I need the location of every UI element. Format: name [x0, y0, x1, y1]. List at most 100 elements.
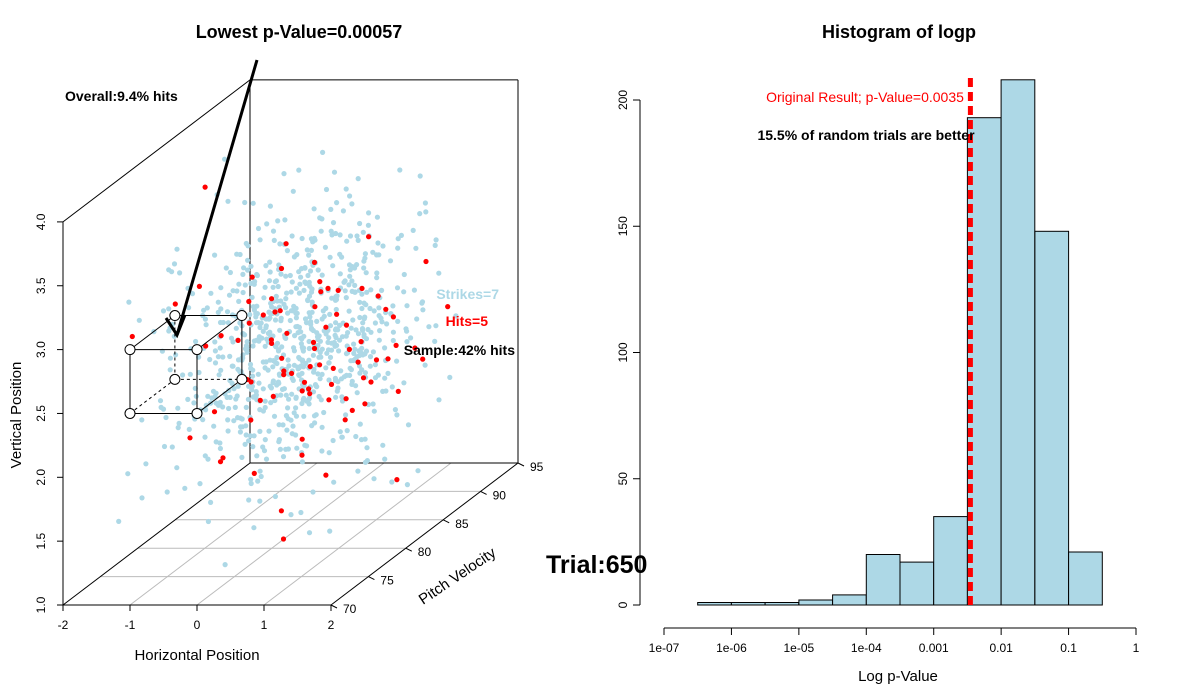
strike-point — [227, 353, 233, 359]
strike-point — [347, 233, 354, 239]
strike-point — [361, 316, 367, 322]
strike-point — [242, 332, 248, 338]
hit-point — [187, 435, 193, 441]
strike-point — [250, 373, 256, 379]
z-tick — [405, 547, 413, 552]
strike-point — [310, 352, 316, 358]
strike-point — [268, 311, 274, 317]
strike-point — [284, 427, 290, 433]
strike-point — [277, 446, 283, 452]
hit-point — [358, 339, 364, 345]
strike-point — [257, 498, 263, 504]
strike-point — [301, 413, 307, 419]
strike-point — [174, 246, 180, 252]
strike-point — [164, 489, 170, 495]
strike-point — [215, 309, 221, 315]
strike-point — [347, 193, 353, 199]
strike-point — [255, 225, 262, 232]
hit-point — [385, 356, 391, 362]
strike-point — [362, 255, 368, 261]
strike-point — [315, 371, 321, 377]
strike-point — [394, 285, 401, 291]
strike-point — [300, 348, 306, 354]
strike-point — [353, 433, 359, 440]
strike-point — [309, 423, 315, 429]
strike-point — [270, 228, 277, 234]
strike-point — [267, 203, 273, 209]
hit-point — [328, 381, 335, 387]
strike-point — [355, 237, 361, 243]
y-axis-label: Vertical Position — [8, 362, 25, 469]
trial-label: Trial:650 — [546, 551, 647, 579]
strike-point — [297, 281, 303, 287]
cube-vertex — [236, 373, 248, 385]
strike-point — [338, 368, 344, 374]
strike-point — [299, 266, 305, 272]
histogram-bar — [798, 599, 834, 606]
strike-point — [359, 291, 365, 297]
strike-point — [390, 303, 396, 309]
cube-vertex — [236, 310, 248, 322]
hit-point — [325, 285, 331, 291]
strike-point — [333, 320, 339, 326]
strike-point — [360, 320, 366, 326]
hit-point — [246, 320, 252, 326]
strike-point — [334, 200, 340, 206]
strike-point — [337, 232, 343, 238]
strike-point — [337, 322, 343, 328]
strike-point — [332, 332, 338, 338]
strike-point — [417, 173, 423, 179]
strike-point — [433, 237, 439, 243]
strike-point — [235, 383, 241, 389]
hit-point — [299, 452, 305, 458]
strike-point — [364, 445, 370, 451]
strike-point — [349, 201, 355, 207]
strike-point — [223, 265, 229, 271]
x-tick-label: 0 — [194, 618, 201, 632]
strike-point — [273, 293, 279, 299]
strike-point — [225, 320, 231, 326]
strike-point — [432, 338, 438, 344]
strike-point — [205, 393, 211, 399]
strike-point — [375, 372, 381, 378]
strike-point — [283, 273, 289, 279]
strike-point — [321, 313, 327, 319]
strike-point — [215, 354, 221, 360]
strike-point — [189, 291, 196, 297]
strike-point — [274, 354, 280, 361]
strike-point — [267, 259, 273, 265]
strike-point — [345, 330, 351, 336]
strike-point — [329, 340, 335, 346]
strike-point — [270, 380, 276, 386]
strike-point — [327, 528, 333, 534]
strike-point — [422, 362, 428, 368]
hit-point — [445, 304, 451, 310]
hit-point — [368, 379, 374, 385]
strike-point — [286, 363, 292, 369]
strike-point — [226, 405, 232, 412]
strike-point — [262, 343, 268, 349]
strike-point — [306, 338, 312, 345]
strike-point — [372, 320, 378, 326]
strike-point — [251, 525, 257, 531]
strike-point — [266, 428, 272, 434]
strike-point — [308, 319, 314, 325]
strike-point — [246, 383, 252, 389]
strike-point — [362, 370, 368, 376]
strike-point — [342, 288, 348, 294]
hit-point — [343, 322, 350, 328]
hit-point — [334, 311, 340, 317]
strike-point — [242, 441, 248, 447]
strike-point — [280, 454, 287, 460]
strike-point — [336, 348, 342, 354]
strike-point — [328, 347, 335, 353]
strike-point — [419, 300, 425, 306]
strike-point — [163, 414, 169, 421]
box-edge — [62, 79, 251, 223]
strike-point — [272, 397, 278, 404]
strike-point — [335, 385, 341, 391]
z-tick — [330, 604, 338, 609]
hit-point — [323, 472, 329, 478]
strike-point — [167, 355, 173, 361]
strike-point — [349, 378, 355, 384]
